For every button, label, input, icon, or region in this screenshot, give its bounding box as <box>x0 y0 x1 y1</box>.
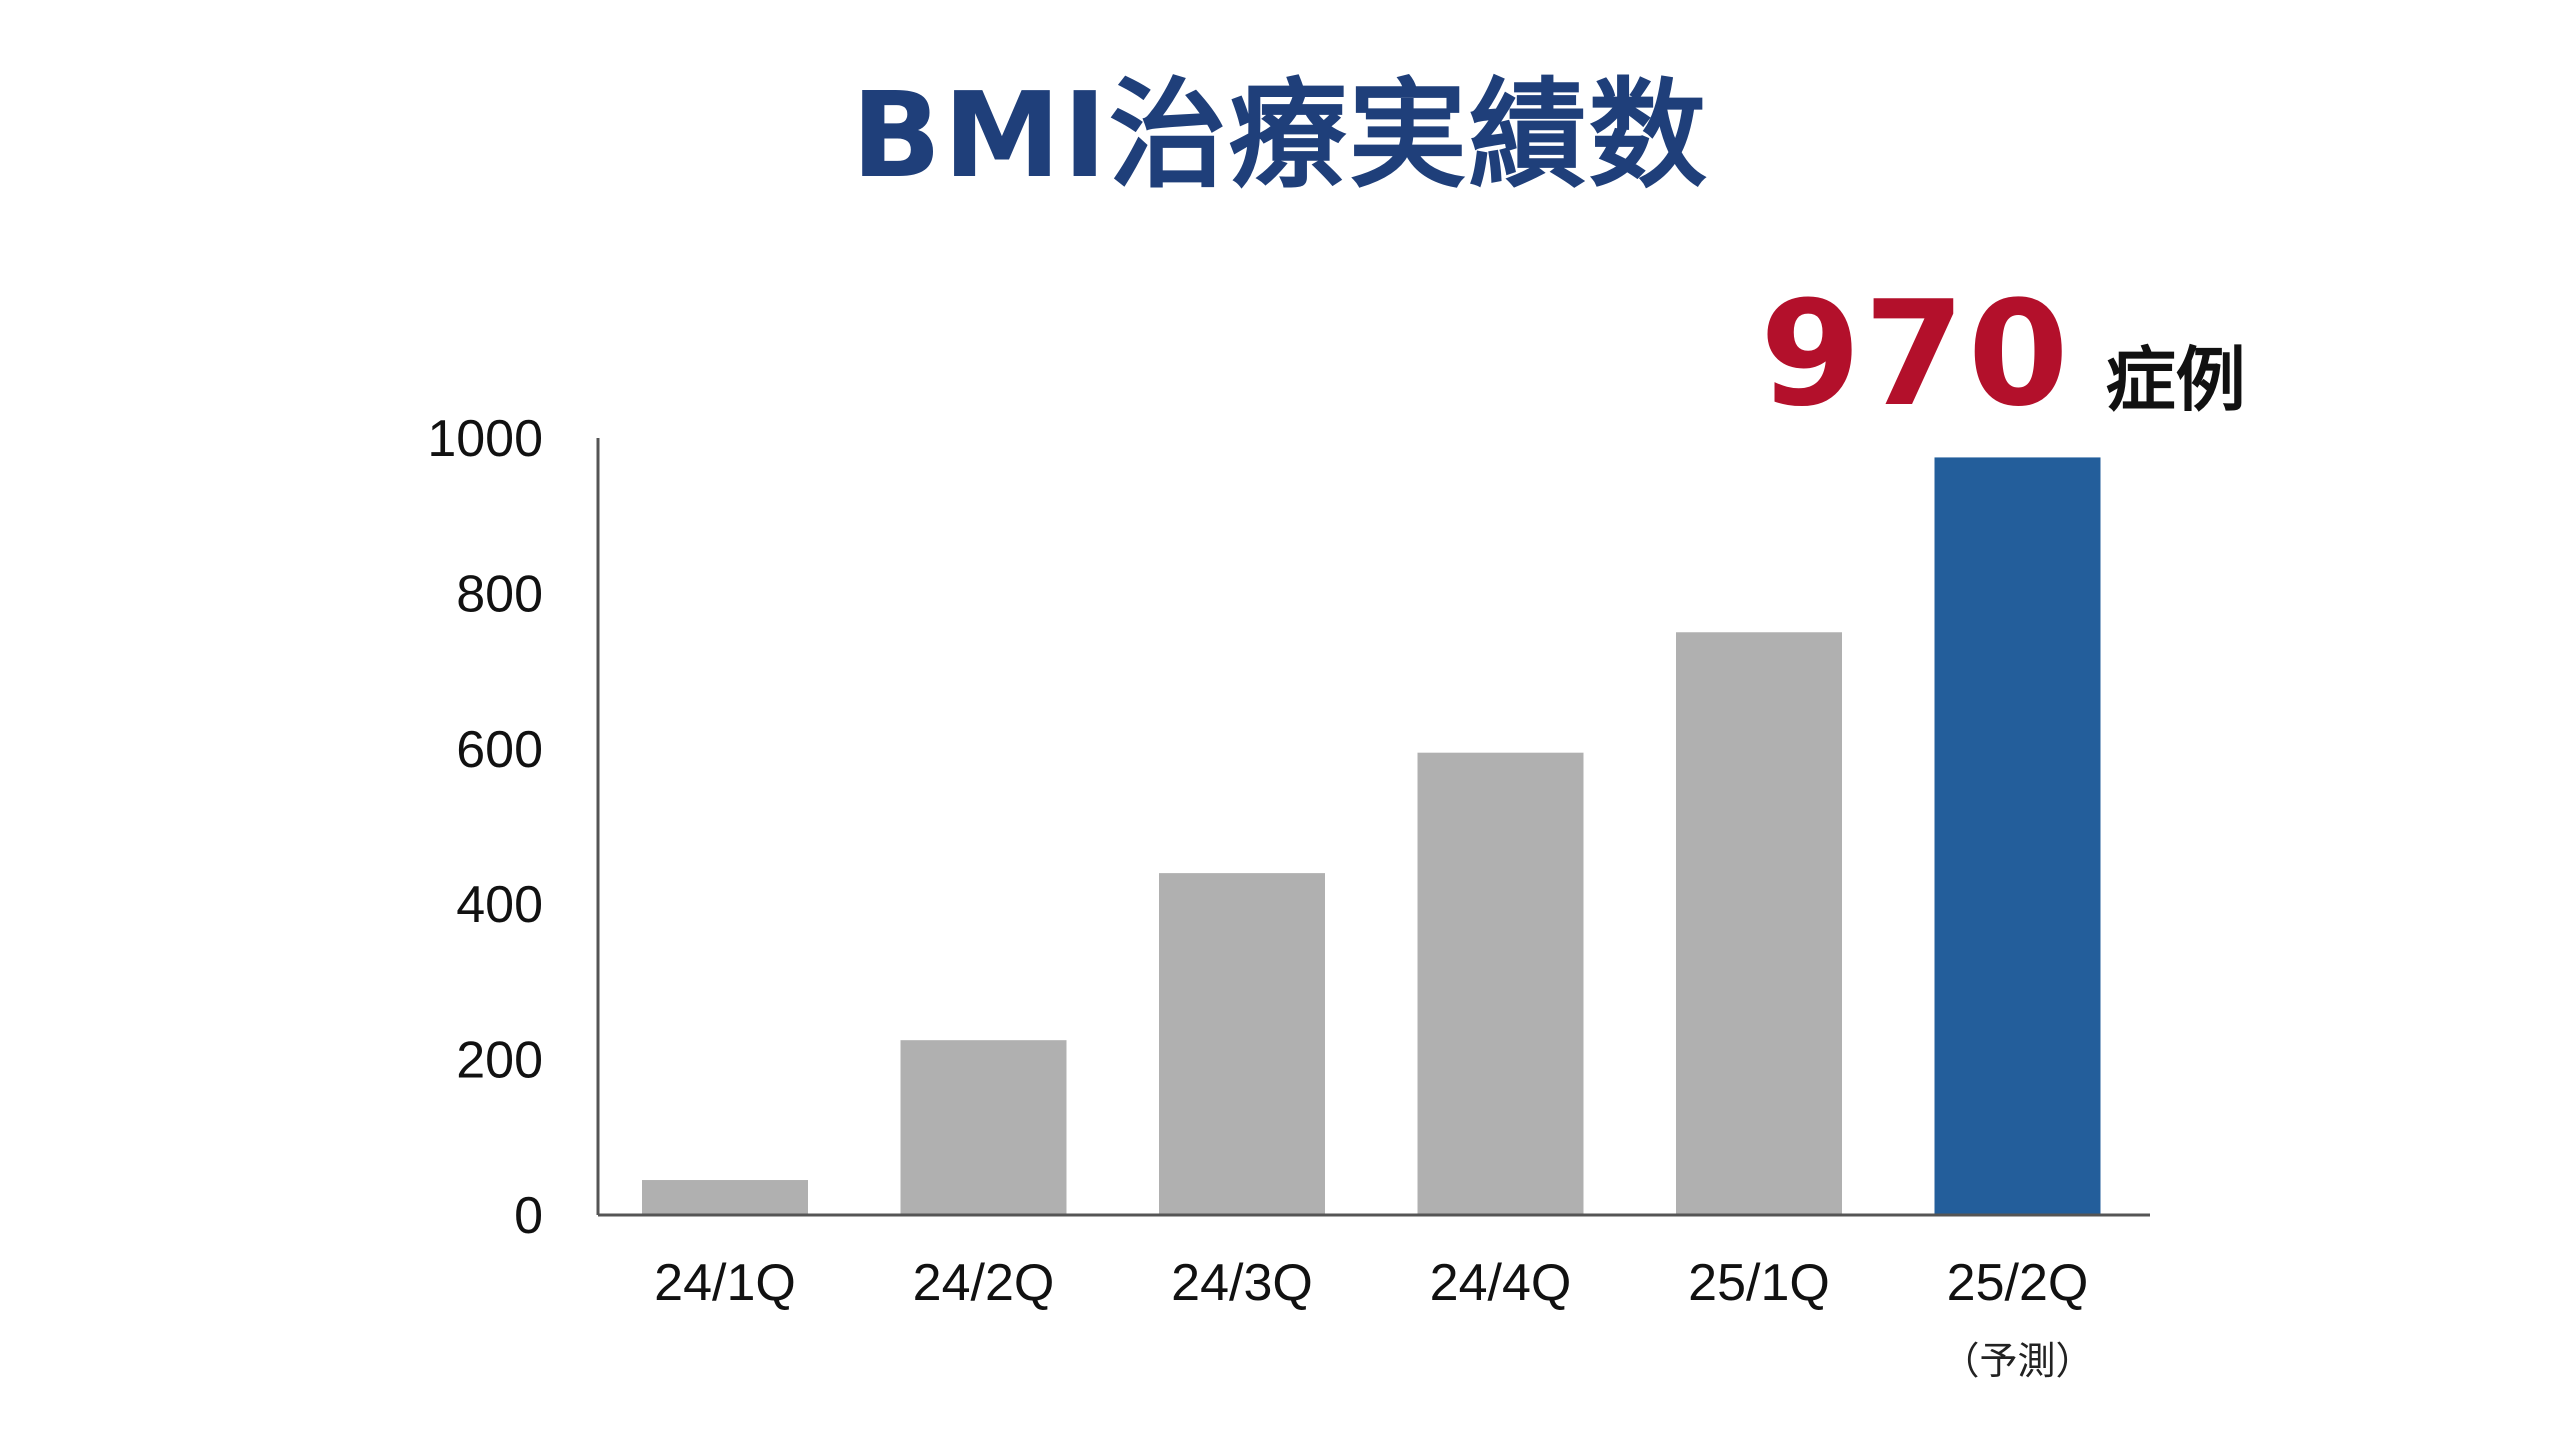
x-tick-label: 24/1Q <box>654 1254 796 1312</box>
x-tick-label: 24/3Q <box>1171 1254 1313 1312</box>
y-axis-ticks: 0 200 400 600 800 1000 <box>427 410 543 1245</box>
y-tick-label: 600 <box>456 721 543 779</box>
bar-24-2q <box>900 1040 1067 1215</box>
x-tick-label: 24/4Q <box>1430 1254 1572 1312</box>
x-axis-labels: 24/1Q 24/2Q 24/3Q 24/4Q 25/1Q 25/2Q （予測） <box>654 1254 2093 1383</box>
bar-24-4q <box>1417 752 1584 1215</box>
highlight-callout: 970 症例 <box>1760 270 2246 439</box>
chart-title: BMI治療実績数 <box>851 66 1709 204</box>
highlight-unit: 症例 <box>2105 339 2246 421</box>
x-tick-label: 25/2Q <box>1947 1254 2089 1312</box>
y-tick-label: 0 <box>514 1187 543 1245</box>
y-tick-label: 1000 <box>427 410 543 468</box>
bar-25-1q <box>1676 632 1842 1215</box>
bar-24-3q <box>1159 873 1325 1215</box>
x-tick-note: （予測） <box>1941 1339 2093 1383</box>
bar-24-1q <box>642 1180 808 1215</box>
bar-25-2q <box>1934 457 2101 1215</box>
y-tick-label: 200 <box>456 1032 543 1090</box>
bars <box>642 457 2101 1215</box>
highlight-value: 970 <box>1760 270 2072 439</box>
y-tick-label: 800 <box>456 565 543 623</box>
x-tick-label: 25/1Q <box>1688 1254 1830 1312</box>
y-tick-label: 400 <box>456 876 543 934</box>
x-tick-label: 24/2Q <box>913 1254 1055 1312</box>
